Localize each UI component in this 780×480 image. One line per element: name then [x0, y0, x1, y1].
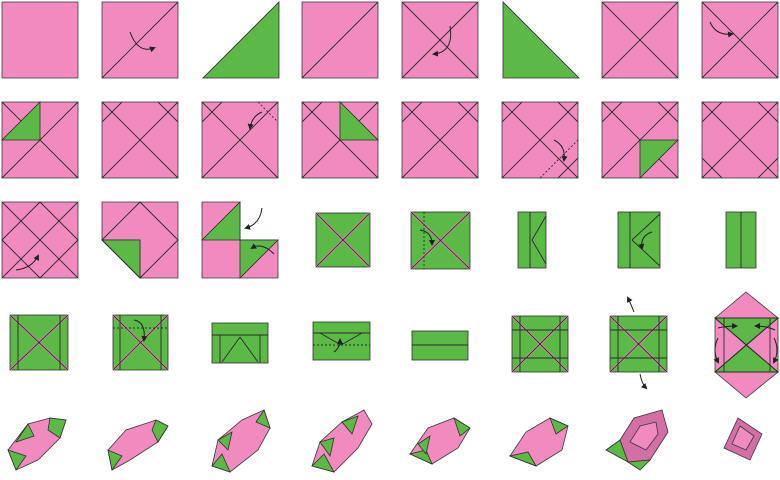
crease [101, 101, 123, 123]
fold-arrow [15, 254, 39, 271]
fold-arrow [250, 243, 275, 255]
fold-arrow [333, 338, 343, 353]
crease [701, 101, 723, 123]
crease [601, 1, 679, 79]
crease [139, 239, 179, 279]
paper [417, 435, 431, 455]
crease [9, 314, 69, 371]
paper [411, 330, 469, 361]
crease [1, 201, 41, 241]
crease [609, 315, 668, 373]
paper [629, 421, 659, 451]
crease [757, 101, 779, 123]
fold-arrow [553, 139, 568, 162]
paper [502, 1, 580, 79]
crease [112, 314, 169, 371]
fold-arrow [717, 323, 738, 330]
crease [531, 239, 547, 265]
crease [101, 239, 141, 279]
paper [151, 419, 169, 443]
fold-arrow [133, 319, 148, 342]
paper [341, 415, 359, 435]
crease [401, 101, 479, 179]
crease [1, 239, 41, 279]
paper [339, 101, 379, 141]
crease [501, 101, 523, 123]
fold-arrow [638, 231, 653, 250]
paper [453, 417, 471, 437]
paper [201, 201, 241, 241]
paper [508, 451, 537, 467]
crease [410, 211, 471, 270]
crease [101, 201, 141, 241]
crease [301, 1, 379, 79]
crease [531, 215, 547, 241]
paper [47, 417, 67, 439]
crease [101, 1, 179, 79]
fold-arrow [244, 207, 263, 230]
crease [457, 101, 479, 123]
crease [557, 101, 579, 123]
crease [601, 101, 623, 123]
crease [401, 101, 423, 123]
crease [139, 201, 179, 241]
crease [1, 201, 79, 279]
paper [211, 322, 269, 364]
fold-arrow [773, 337, 779, 364]
crease [39, 239, 79, 279]
fold-arrow [129, 31, 156, 53]
crease [340, 332, 363, 346]
crease [201, 101, 279, 179]
paper [311, 409, 373, 473]
paper [639, 139, 679, 179]
crease [701, 101, 779, 179]
fold-arrow [419, 229, 435, 246]
paper [319, 437, 335, 457]
fold-arrow [639, 373, 648, 390]
paper [1, 1, 79, 79]
paper [7, 449, 27, 471]
crease [701, 157, 723, 179]
crease [39, 201, 79, 241]
crease [557, 157, 579, 179]
paper [311, 453, 335, 473]
paper [1, 101, 41, 141]
crease [631, 239, 661, 267]
paper [549, 417, 569, 435]
crease [401, 1, 479, 79]
fold-arrow [713, 337, 719, 364]
paper [731, 425, 755, 451]
crease [201, 101, 223, 123]
fold-arrow [247, 111, 263, 130]
paper [15, 423, 35, 443]
crease [257, 101, 279, 123]
crease [239, 336, 259, 363]
paper [626, 459, 652, 471]
paper [617, 211, 661, 269]
crease [701, 1, 779, 79]
fold-arrow [432, 25, 452, 57]
crease [757, 157, 779, 179]
paper [255, 409, 271, 429]
crease [501, 101, 579, 179]
crease [511, 315, 569, 373]
crease [657, 101, 679, 123]
paper [107, 449, 123, 471]
paper [202, 1, 280, 79]
crease [301, 101, 323, 123]
crease [315, 212, 371, 268]
crease [539, 139, 579, 179]
paper [605, 439, 629, 463]
crease [631, 213, 661, 241]
paper [312, 321, 371, 361]
paper [217, 431, 233, 451]
crease [101, 101, 179, 179]
fold-arrow [709, 21, 734, 38]
crease [221, 336, 241, 363]
crease [157, 101, 179, 123]
fold-arrow [627, 296, 635, 313]
paper [211, 453, 231, 473]
fold-arrow [754, 323, 776, 331]
